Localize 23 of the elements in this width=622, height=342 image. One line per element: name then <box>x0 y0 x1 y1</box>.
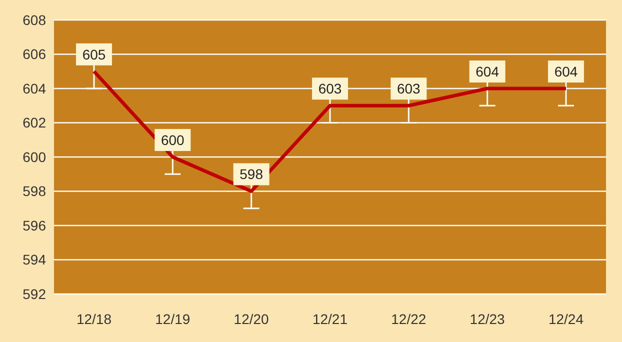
y-tick-label: 600 <box>22 148 46 165</box>
data-label: 605 <box>82 46 106 62</box>
x-tick-label: 12/18 <box>76 310 112 327</box>
y-tick-label: 602 <box>22 114 46 131</box>
data-label: 604 <box>554 63 578 80</box>
data-label: 598 <box>240 166 264 182</box>
y-tick-label: 604 <box>22 80 46 96</box>
x-tick-label: 12/21 <box>312 310 348 327</box>
y-tick-label: 606 <box>22 46 46 62</box>
y-tick-label: 594 <box>22 252 46 268</box>
y-tick-label: 592 <box>22 286 46 302</box>
y-tick-label: 608 <box>22 12 46 28</box>
x-tick-label: 12/23 <box>470 310 506 327</box>
x-tick-label: 12/19 <box>155 310 190 327</box>
data-label: 600 <box>160 132 185 148</box>
x-tick-label: 12/20 <box>234 310 270 327</box>
x-tick-label: 12/24 <box>548 310 584 327</box>
x-tick-label: 12/22 <box>391 310 426 327</box>
y-tick-label: 596 <box>22 217 46 234</box>
data-label: 603 <box>396 80 421 97</box>
data-label: 603 <box>318 80 342 97</box>
data-label: 604 <box>476 63 500 80</box>
y-tick-label: 598 <box>22 183 46 200</box>
